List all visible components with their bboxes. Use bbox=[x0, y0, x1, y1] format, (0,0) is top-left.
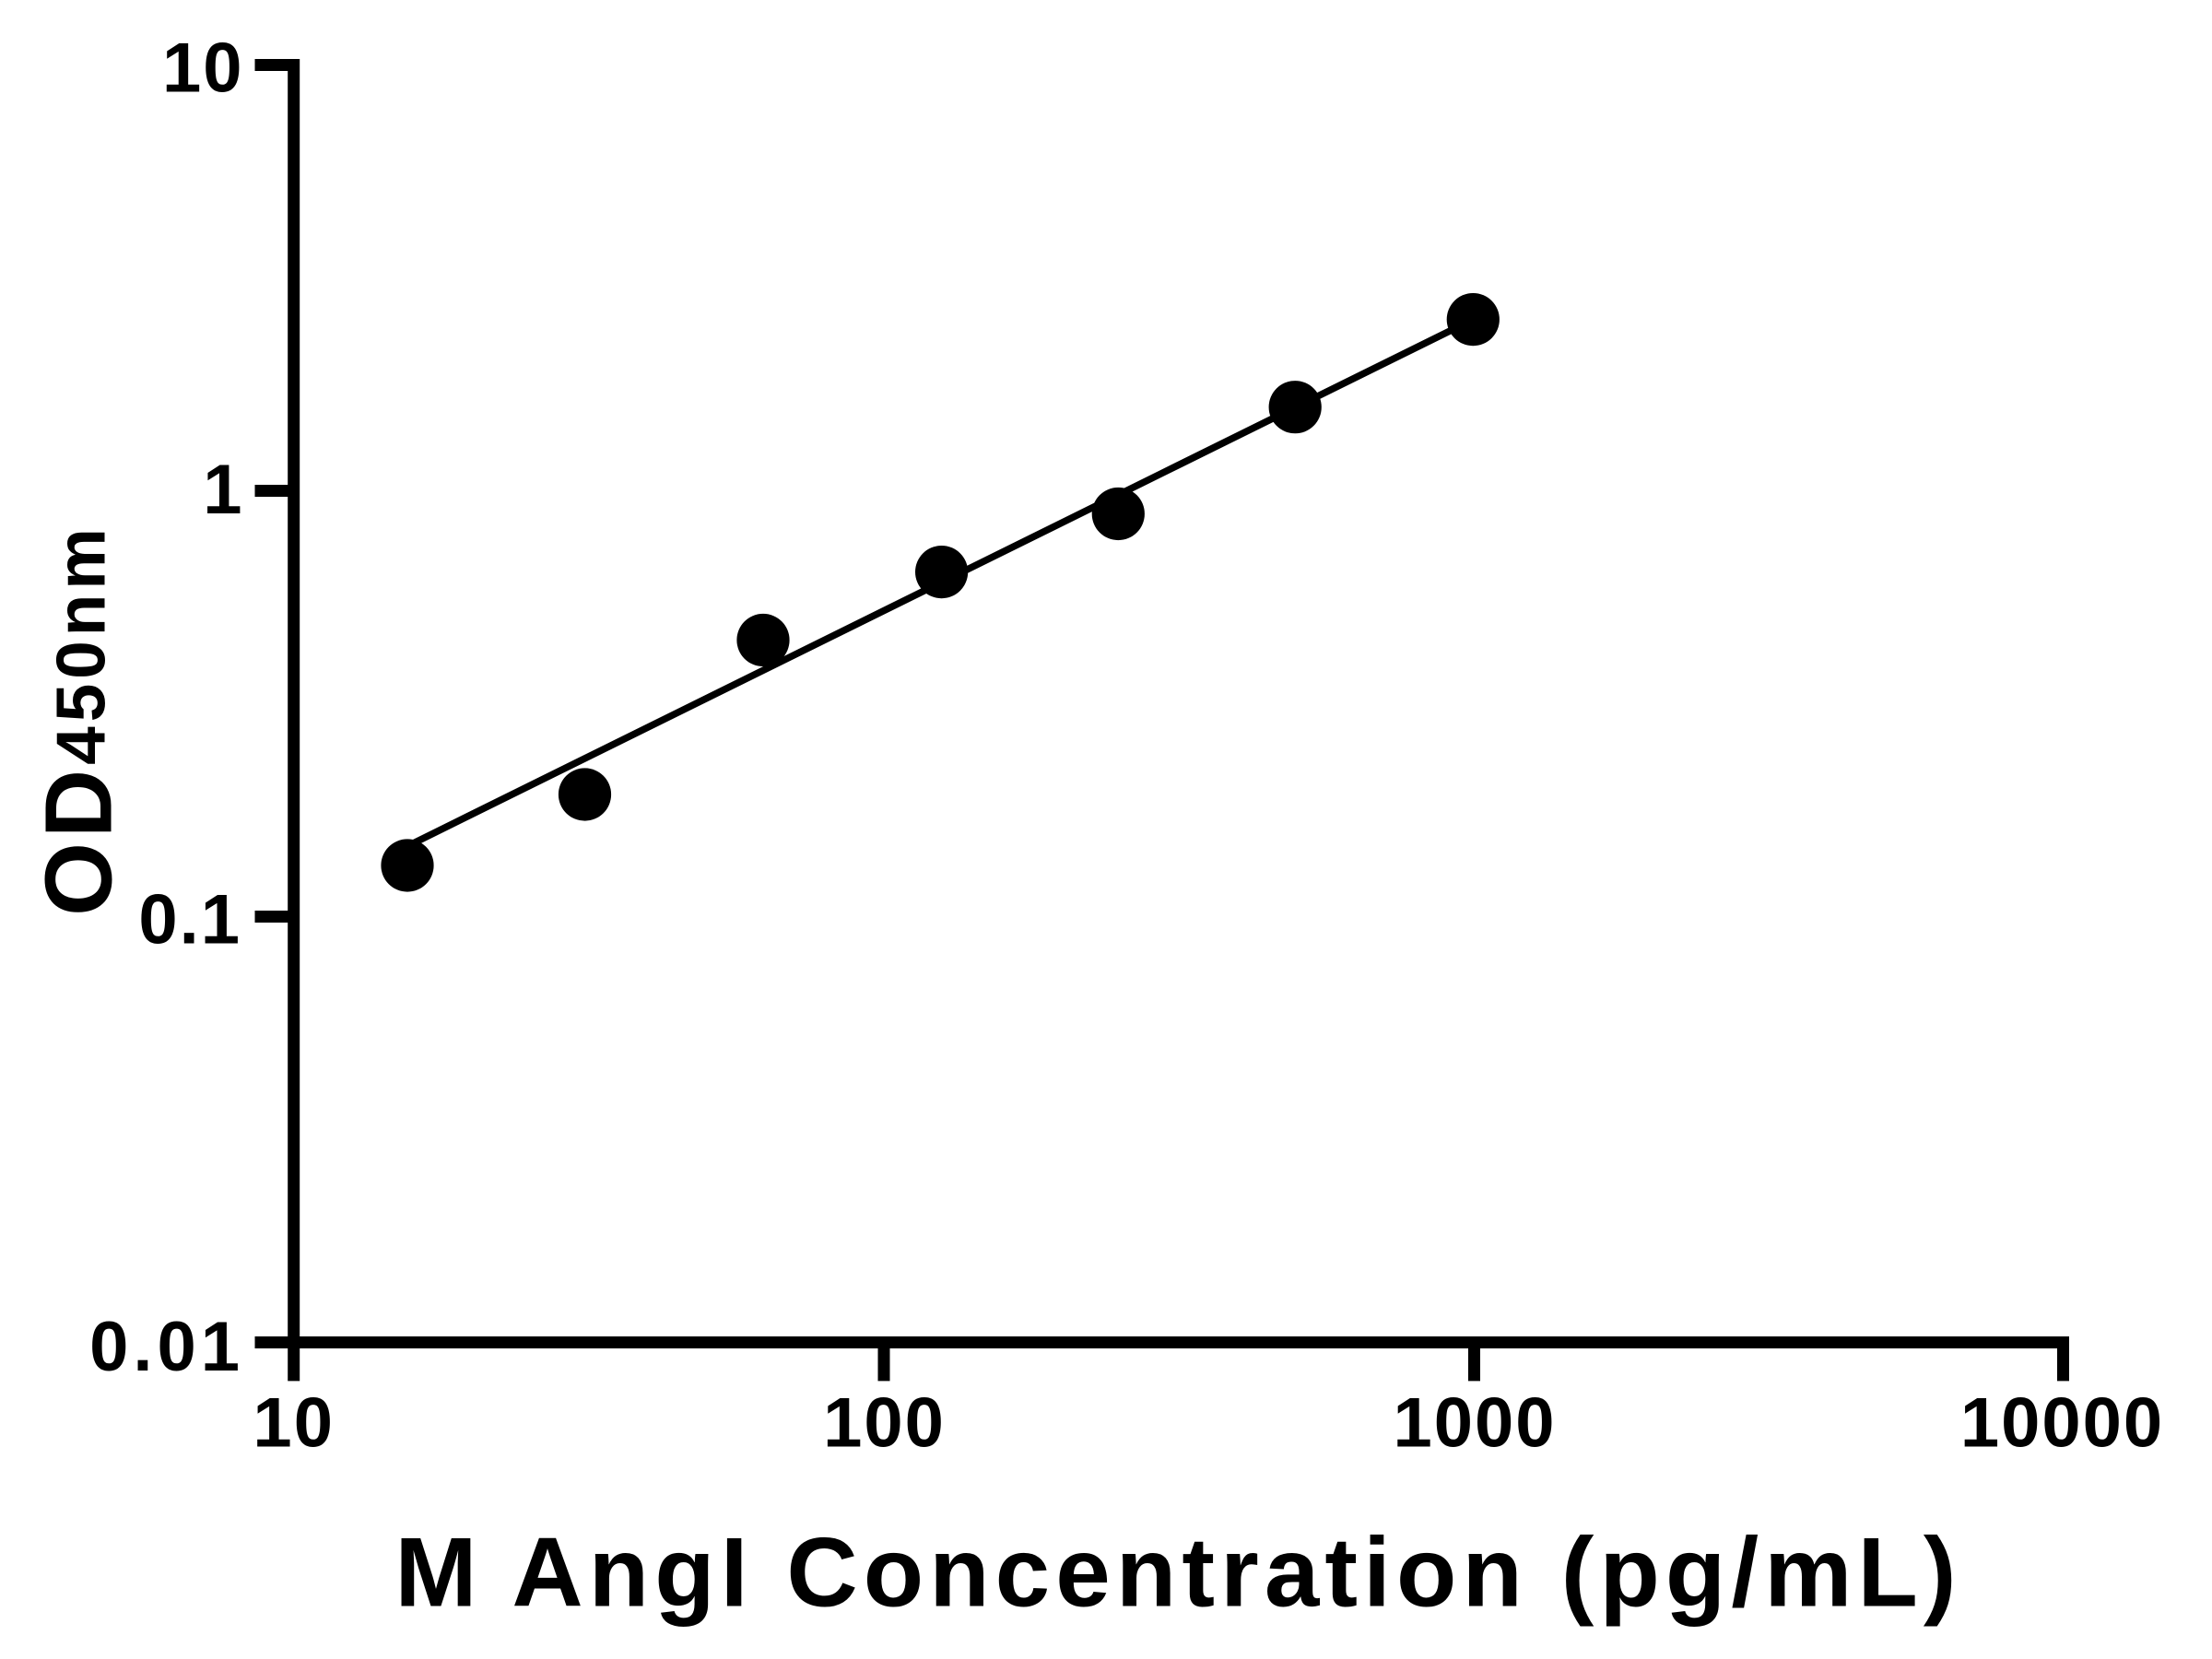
svg-text:100: 100 bbox=[823, 1384, 946, 1463]
svg-text:0.1: 0.1 bbox=[138, 881, 241, 959]
svg-text:0.01: 0.01 bbox=[89, 1308, 244, 1386]
svg-text:1: 1 bbox=[203, 451, 243, 529]
svg-text:10: 10 bbox=[253, 1384, 335, 1463]
svg-text:1000: 1000 bbox=[1393, 1384, 1556, 1463]
svg-text:10: 10 bbox=[162, 29, 244, 108]
svg-text:OD450nm: OD450nm bbox=[26, 524, 132, 916]
svg-text:10000: 10000 bbox=[1960, 1384, 2164, 1463]
svg-text:M AngI Concentration (pg/mL): M AngI Concentration (pg/mL) bbox=[394, 1517, 1961, 1628]
